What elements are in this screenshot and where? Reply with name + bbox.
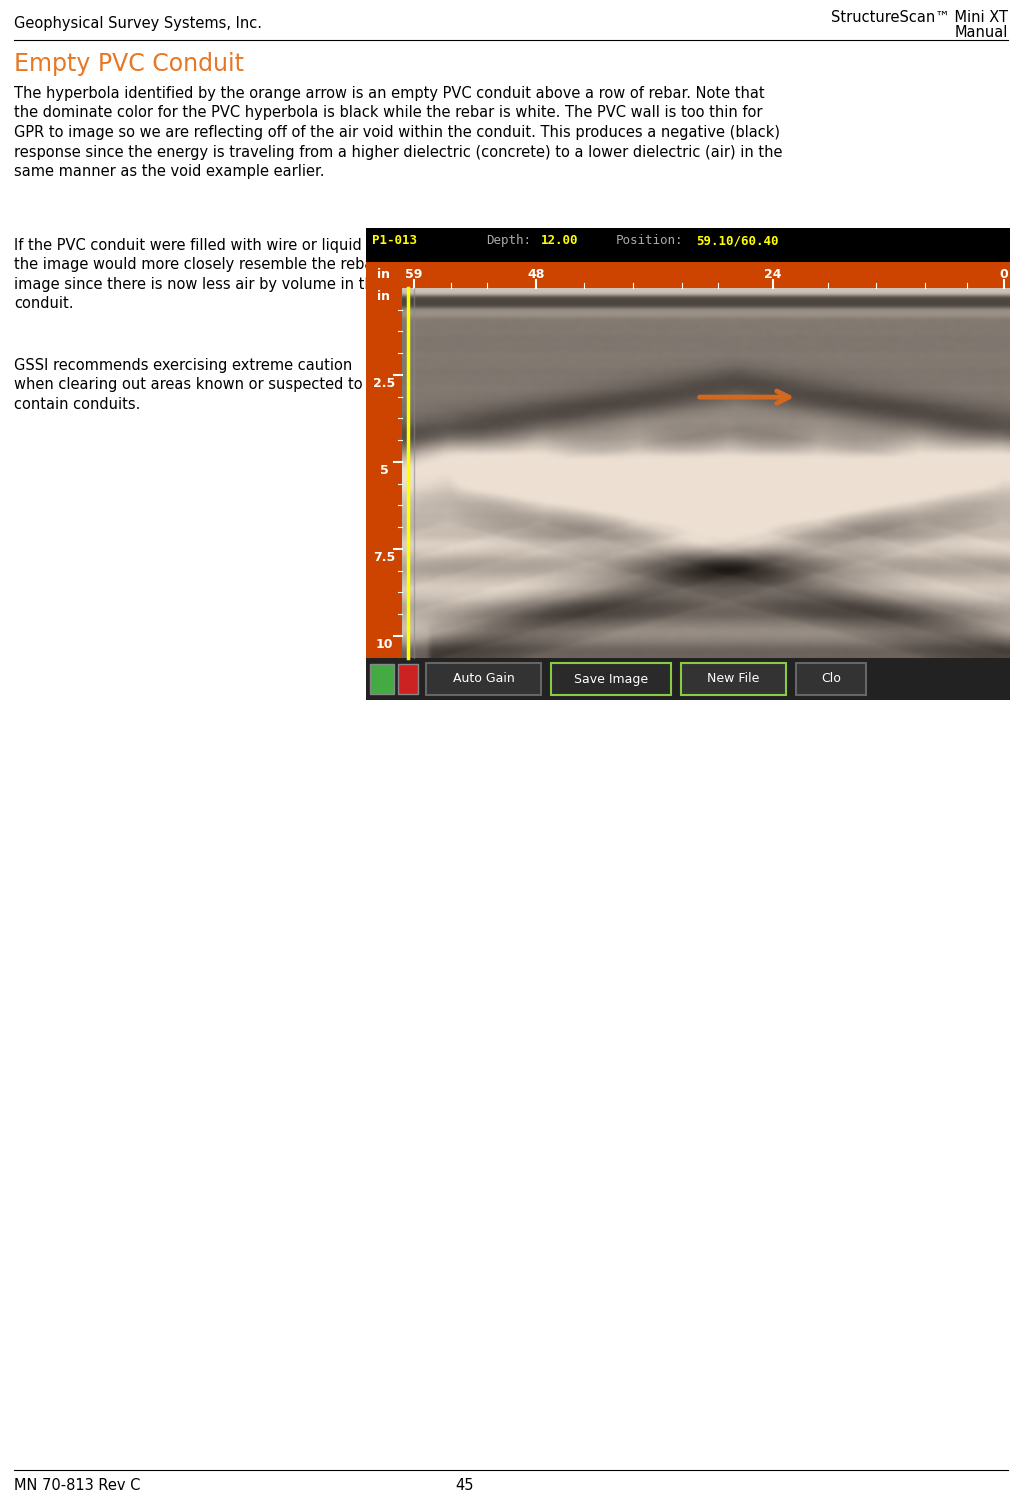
Text: Position:: Position: — [616, 235, 684, 247]
Text: Clo: Clo — [821, 672, 841, 686]
Text: If the PVC conduit were filled with wire or liquid: If the PVC conduit were filled with wire… — [14, 238, 362, 253]
Text: Save Image: Save Image — [574, 672, 648, 686]
Text: 48: 48 — [527, 269, 545, 281]
Text: 59.10/60.40: 59.10/60.40 — [696, 235, 779, 247]
Bar — [551, 663, 671, 695]
Text: contain conduits.: contain conduits. — [14, 397, 140, 412]
Text: GPR to image so we are reflecting off of the air void within the conduit. This p: GPR to image so we are reflecting off of… — [14, 125, 780, 140]
Text: when clearing out areas known or suspected to: when clearing out areas known or suspect… — [14, 378, 363, 393]
Text: MN 70-813 Rev C: MN 70-813 Rev C — [14, 1478, 140, 1493]
Text: StructureScan™ Mini XT: StructureScan™ Mini XT — [831, 11, 1008, 26]
Bar — [370, 663, 394, 693]
Text: Auto Gain: Auto Gain — [453, 672, 514, 686]
Text: Depth:: Depth: — [486, 235, 531, 247]
Text: 10: 10 — [375, 638, 392, 651]
Bar — [681, 663, 786, 695]
Bar — [796, 663, 866, 695]
Text: 7.5: 7.5 — [373, 550, 396, 564]
Bar — [426, 663, 541, 695]
Text: image since there is now less air by volume in the: image since there is now less air by vol… — [14, 277, 383, 292]
Text: the image would more closely resemble the rebar: the image would more closely resemble th… — [14, 257, 379, 272]
Text: 5: 5 — [379, 463, 388, 477]
Text: the dominate color for the PVC hyperbola is black while the rebar is white. The : the dominate color for the PVC hyperbola… — [14, 105, 762, 120]
Bar — [366, 659, 1010, 699]
Bar — [366, 287, 402, 659]
Text: conduit.: conduit. — [14, 296, 74, 311]
Text: P1-013: P1-013 — [372, 235, 417, 247]
Text: 45: 45 — [455, 1478, 473, 1493]
Text: Empty PVC Conduit: Empty PVC Conduit — [14, 53, 244, 77]
Text: response since the energy is traveling from a higher dielectric (concrete) to a : response since the energy is traveling f… — [14, 144, 783, 159]
Text: in: in — [377, 290, 390, 302]
Text: New File: New File — [707, 672, 759, 686]
Bar — [366, 262, 1010, 287]
Text: The hyperbola identified by the orange arrow is an empty PVC conduit above a row: The hyperbola identified by the orange a… — [14, 86, 764, 101]
Text: 12.00: 12.00 — [541, 235, 578, 247]
Bar — [398, 663, 418, 693]
Text: Manual: Manual — [955, 26, 1008, 41]
Text: GSSI recommends exercising extreme caution: GSSI recommends exercising extreme cauti… — [14, 358, 353, 373]
Text: Geophysical Survey Systems, Inc.: Geophysical Survey Systems, Inc. — [14, 17, 262, 32]
Text: 2.5: 2.5 — [373, 378, 396, 390]
Text: 24: 24 — [764, 269, 782, 281]
Bar — [366, 229, 1010, 262]
Text: 59: 59 — [406, 269, 423, 281]
Text: 0: 0 — [1000, 269, 1009, 281]
Text: same manner as the void example earlier.: same manner as the void example earlier. — [14, 164, 325, 179]
Text: in: in — [377, 269, 390, 281]
